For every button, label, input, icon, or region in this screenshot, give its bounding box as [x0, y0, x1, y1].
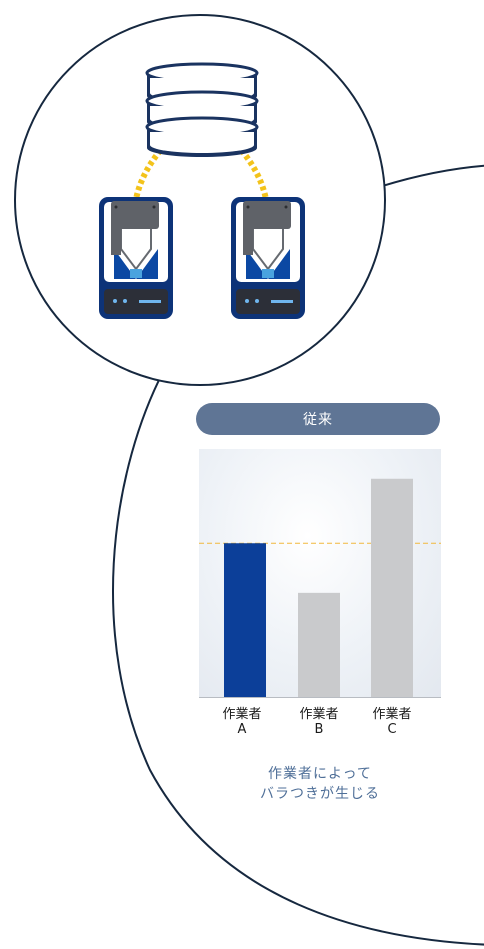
chart-baseline — [199, 697, 441, 698]
tick-label-a: 作業者 A — [212, 707, 272, 737]
chart-area — [199, 449, 441, 697]
tick-label-name: 作業者 — [289, 707, 349, 722]
header-label: 従来 — [196, 403, 440, 435]
caption-line-1: 作業者によって — [199, 764, 441, 784]
tick-label-c: 作業者 C — [362, 707, 422, 737]
tick-label-letter: A — [212, 722, 272, 737]
tick-label-name: 作業者 — [362, 707, 422, 722]
caption-line-2: バラつきが生じる — [199, 784, 441, 804]
gripper-device-icon — [231, 197, 305, 319]
chart-caption: 作業者によって バラつきが生じる — [199, 764, 441, 804]
tick-label-letter: B — [289, 722, 349, 737]
tick-label-letter: C — [362, 722, 422, 737]
tick-label-b: 作業者 B — [289, 707, 349, 737]
gripper-device-icon — [99, 197, 173, 319]
database-icon — [147, 64, 257, 157]
tick-label-name: 作業者 — [212, 707, 272, 722]
database-disc — [147, 118, 257, 157]
